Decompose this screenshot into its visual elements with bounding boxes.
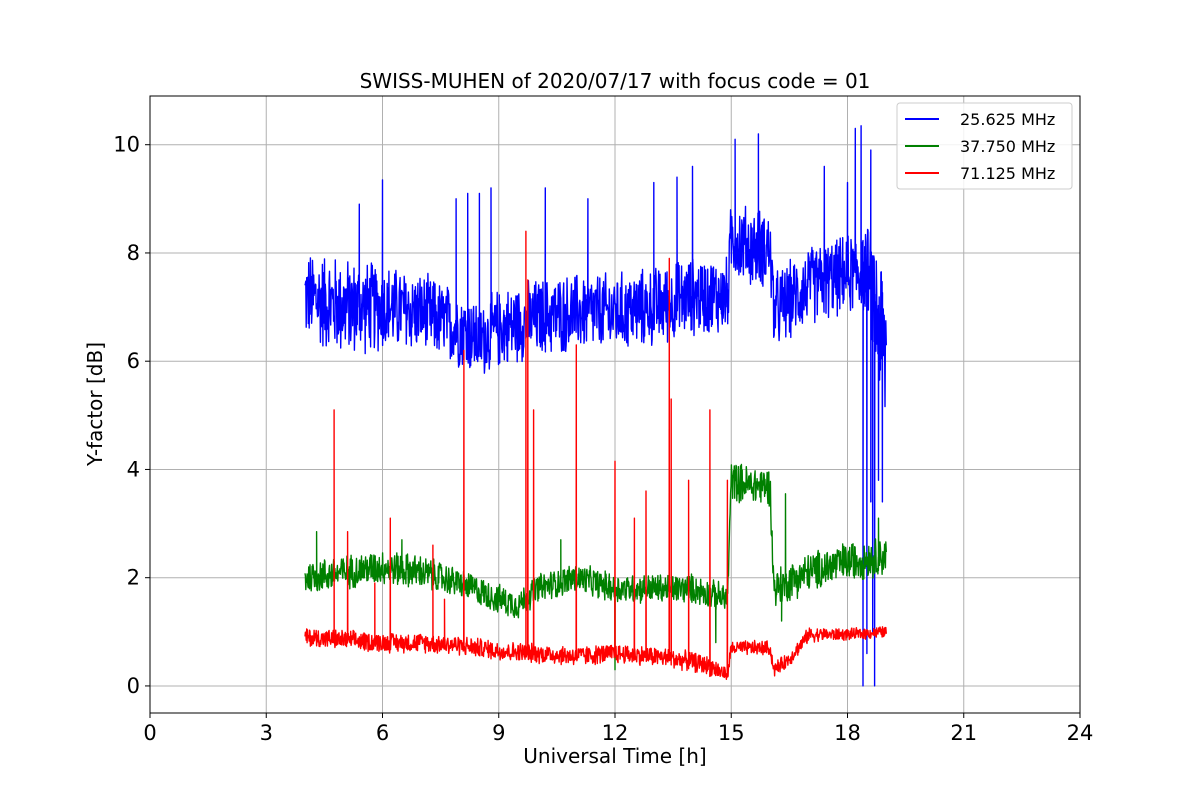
chart-title: SWISS-MUHEN of 2020/07/17 with focus cod…: [360, 69, 871, 93]
x-tick-label: 24: [1067, 721, 1094, 745]
y-tick-label: 4: [127, 457, 140, 481]
x-axis-label: Universal Time [h]: [523, 744, 706, 768]
legend: 25.625 MHz 37.750 MHz 71.125 MHz: [896, 102, 1073, 190]
x-tick-label: 6: [376, 721, 389, 745]
y-tick-label: 10: [113, 133, 140, 157]
y-tick-label: 2: [127, 566, 140, 590]
x-tick-label: 15: [718, 721, 745, 745]
series-line-2: [304, 463, 887, 671]
y-tick-label: 6: [127, 349, 140, 373]
x-axis: 0 3 6 9 12 15 18 21 24: [143, 713, 1093, 745]
x-tick-label: 3: [260, 721, 273, 745]
y-axis-label: Y-factor [dB]: [83, 342, 107, 467]
series-line-1: [304, 125, 887, 687]
legend-entry: 37.750 MHz: [960, 137, 1055, 156]
y-tick-label: 0: [127, 674, 140, 698]
x-tick-label: 18: [834, 721, 861, 745]
legend-box: [896, 102, 1073, 190]
series-line-3: [304, 230, 887, 680]
series-layer: [304, 125, 887, 687]
y-tick-label: 8: [127, 241, 140, 265]
y-axis: 0 2 4 6 8 10: [113, 133, 150, 698]
x-tick-label: 21: [950, 721, 977, 745]
legend-entry: 25.625 MHz: [960, 110, 1055, 129]
x-tick-label: 0: [143, 721, 156, 745]
x-tick-label: 9: [492, 721, 505, 745]
legend-entry: 71.125 MHz: [960, 164, 1055, 183]
x-tick-label: 12: [602, 721, 629, 745]
